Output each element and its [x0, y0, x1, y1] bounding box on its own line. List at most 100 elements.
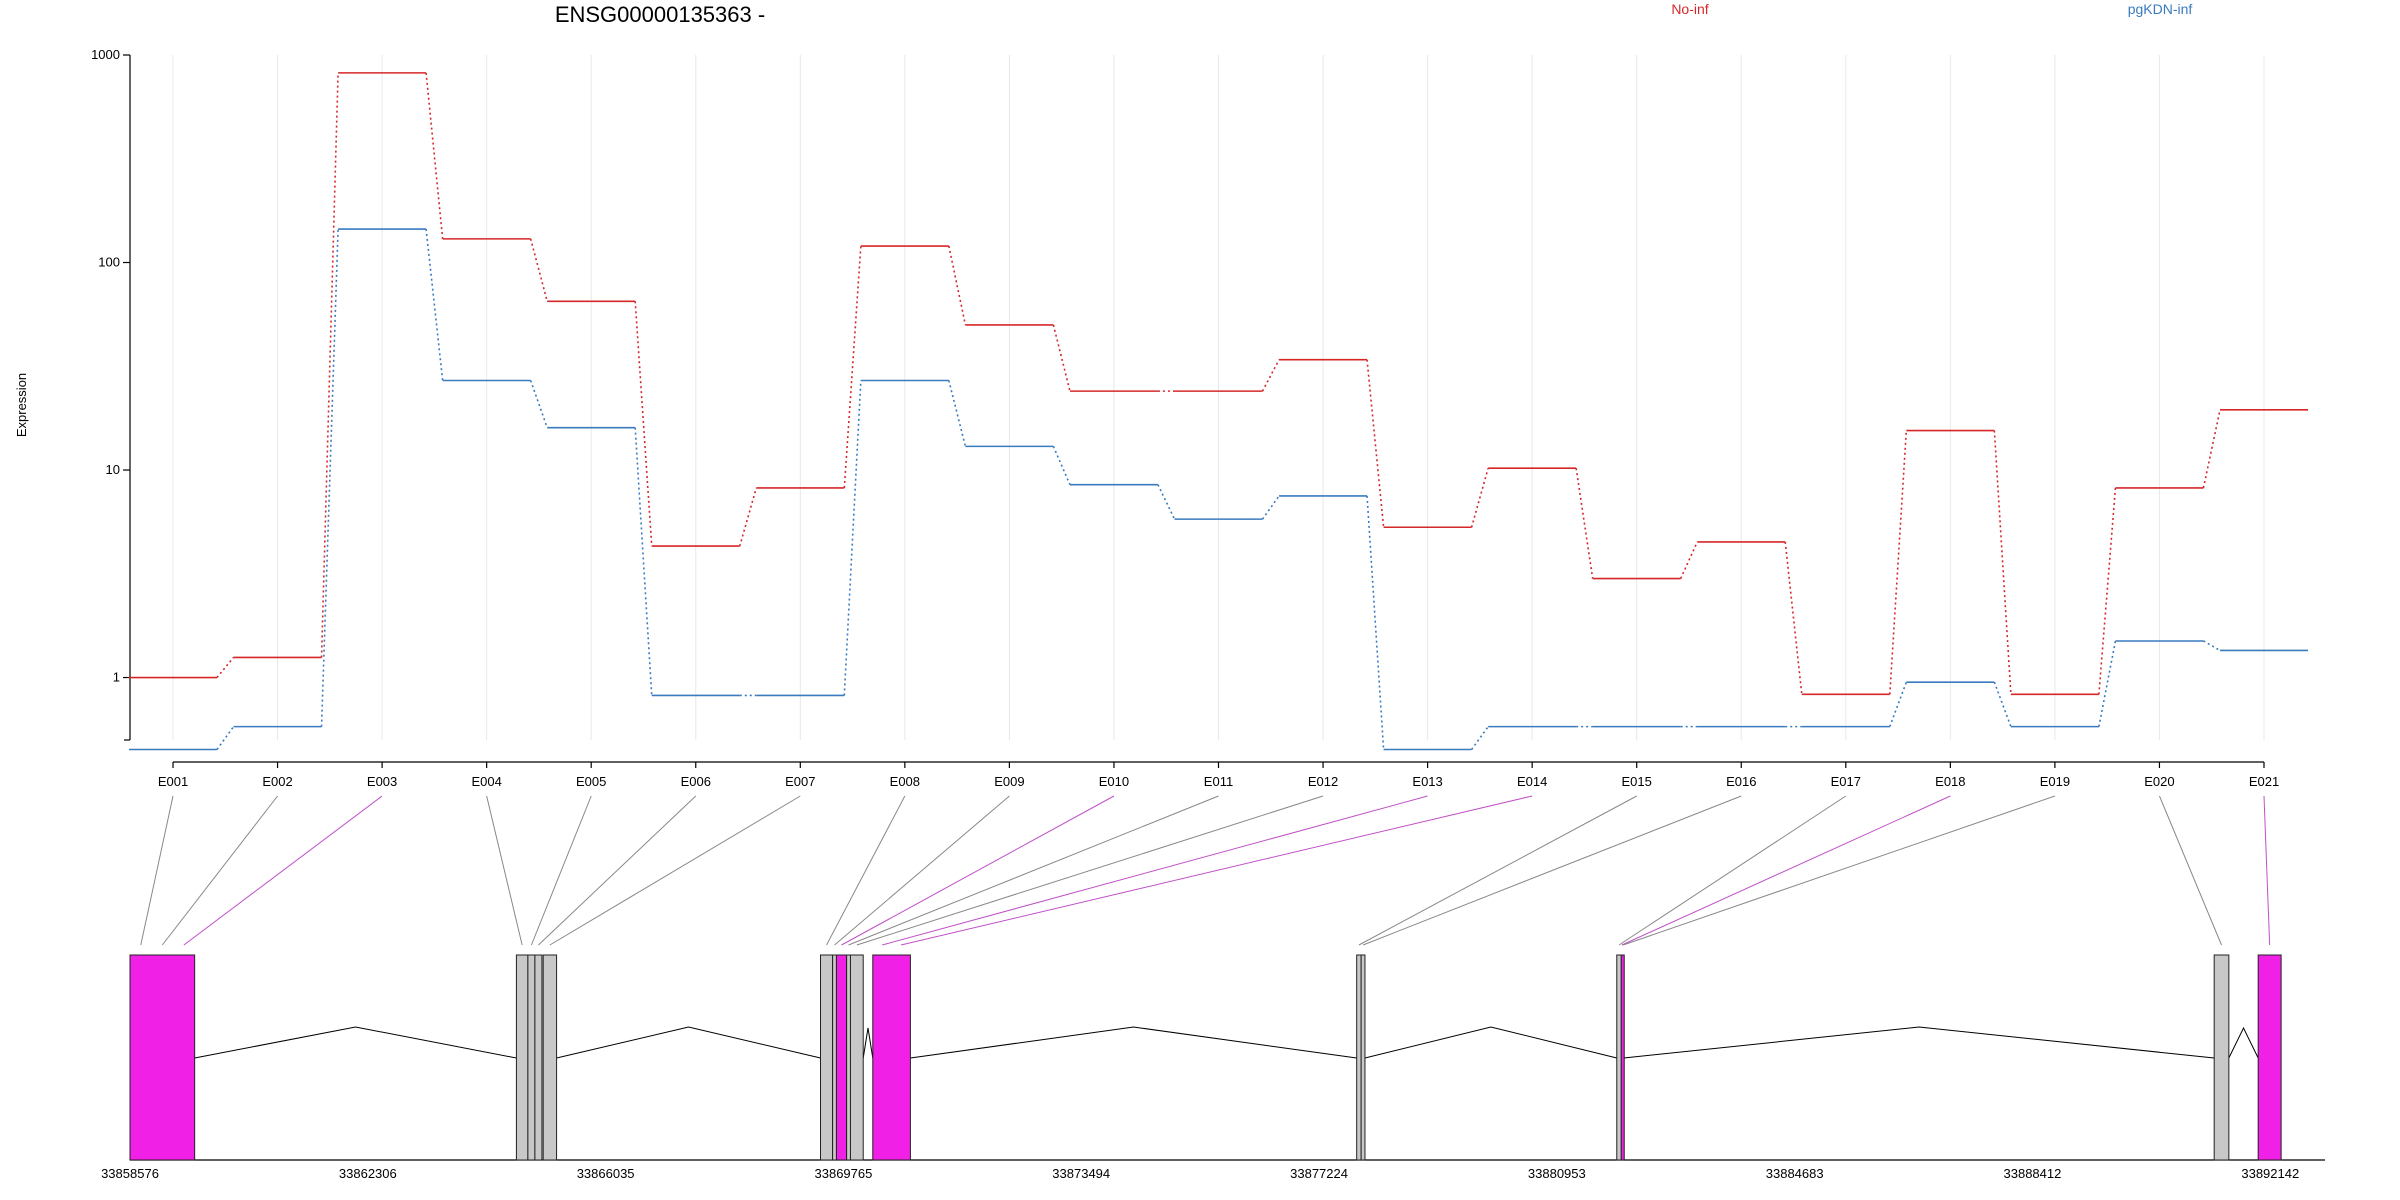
x-tick-label-e017: E017	[1831, 774, 1861, 789]
intron-line	[862, 1027, 874, 1059]
intron-line	[2228, 1026, 2259, 1059]
series-transition	[529, 380, 548, 428]
x-tick-label-e021: E021	[2249, 774, 2279, 789]
x-tick-label-e019: E019	[2040, 774, 2070, 789]
series-transition	[1993, 681, 2012, 727]
genomic-tick-label: 33892142	[2241, 1166, 2299, 1181]
connector-e011	[848, 795, 1219, 946]
legend-label-pgkdn-inf: pgKDN-inf	[2128, 1, 2193, 17]
exon-block-e006	[534, 954, 543, 1161]
x-tick-label-e018: E018	[1935, 774, 1965, 789]
y-axis-label: Expression	[14, 373, 29, 437]
series-transition	[843, 380, 862, 696]
axes: 1 10 100 1000 E001 E002 E003 E004 E005 E006 E007 E0…	[91, 47, 2279, 789]
series-transition	[1157, 484, 1176, 520]
x-tick-label-e002: E002	[262, 774, 292, 789]
x-tick-label-e010: E010	[1099, 774, 1129, 789]
connector-e002	[161, 795, 278, 946]
connector-e016	[1362, 795, 1742, 946]
series-transition	[1784, 541, 1803, 695]
genomic-tick-label: 33880953	[1528, 1166, 1586, 1181]
exon-block-e004	[515, 954, 529, 1161]
intron-line	[910, 1026, 1357, 1059]
exon-block-e008	[819, 954, 834, 1161]
connector-e012	[856, 795, 1324, 946]
x-tick-label-e009: E009	[994, 774, 1024, 789]
connector-e006	[538, 795, 697, 946]
series-transition	[634, 301, 653, 547]
series-transition	[1261, 359, 1280, 392]
series-transition	[1366, 495, 1385, 750]
x-tick-label-e015: E015	[1622, 774, 1652, 789]
series-transition	[1889, 430, 1908, 695]
series-transition	[320, 228, 339, 727]
genomic-tick-label: 33884683	[1766, 1166, 1824, 1181]
exon-block-e009	[832, 954, 837, 1161]
intron-line	[1364, 1026, 1617, 1059]
x-tick-label-e016: E016	[1726, 774, 1756, 789]
x-tick-label-e014: E014	[1517, 774, 1547, 789]
series-transition	[1679, 541, 1698, 579]
genomic-tick-label: 33888412	[2004, 1166, 2062, 1181]
exon-block-e001-e002-e003	[129, 954, 196, 1161]
x-tick-label-e004: E004	[471, 774, 501, 789]
y-tick-label: 1000	[91, 47, 120, 62]
series-transition	[1052, 446, 1071, 485]
series-transition	[2098, 487, 2117, 695]
series-transition	[1052, 324, 1071, 392]
x-tick-label-e006: E006	[681, 774, 711, 789]
series-transition	[948, 245, 967, 326]
connector-e021	[2263, 795, 2271, 946]
connector-e007	[549, 795, 801, 946]
series-transition	[216, 726, 235, 750]
x-tick-label-e011: E011	[1204, 774, 1233, 789]
genomic-tick-label: 33858576	[101, 1166, 159, 1181]
series-transition	[1889, 681, 1908, 727]
series-transition	[320, 72, 339, 658]
x-tick-label-e007: E007	[785, 774, 815, 789]
connector-e013	[882, 795, 1428, 946]
series-transition	[216, 656, 235, 679]
connector-e005	[530, 795, 592, 946]
exon-block-e015	[1356, 954, 1362, 1161]
connector-e008	[826, 795, 906, 946]
series-lines	[129, 72, 2308, 751]
intron-line	[1623, 1026, 2215, 1059]
x-tick-label-e003: E003	[367, 774, 397, 789]
connector-e003	[183, 795, 383, 946]
legend-label-no-inf: No-inf	[1671, 1, 1708, 17]
intron-line	[556, 1026, 821, 1059]
exon-block-e018-e019	[1620, 954, 1625, 1161]
exon-block-e021	[2257, 954, 2282, 1161]
series-transition	[425, 228, 444, 381]
connector-e018	[1621, 795, 1951, 946]
chart-title: ENSG00000135363 -	[555, 2, 765, 27]
exon-block-e011	[846, 954, 851, 1161]
x-tick-label-e005: E005	[576, 774, 606, 789]
series-transition	[2202, 409, 2221, 489]
x-tick-label-e008: E008	[890, 774, 920, 789]
series-transition	[2203, 640, 2221, 652]
connector-e014	[900, 795, 1533, 946]
exon-block-e007	[542, 954, 558, 1161]
series-transition	[1575, 468, 1594, 579]
connector-e001	[140, 795, 174, 946]
grid-lines	[172, 55, 2265, 740]
exon-block-e017	[1616, 954, 1622, 1161]
series-transition	[738, 487, 758, 547]
connector-e004	[486, 795, 523, 946]
x-tick-label-e012: E012	[1308, 774, 1338, 789]
x-tick-label-e020: E020	[2144, 774, 2174, 789]
series-transition	[1470, 468, 1489, 528]
series-transition	[948, 380, 967, 447]
series-transition	[1261, 495, 1280, 520]
exon-block-e016	[1360, 954, 1366, 1161]
series-transition	[1470, 726, 1489, 750]
y-tick-label: 1	[113, 670, 120, 685]
series-transition	[425, 72, 444, 239]
exon-block-e010	[835, 954, 848, 1161]
series-transition	[529, 238, 548, 302]
y-tick-label: 10	[106, 462, 120, 477]
series-pgkdn-inf	[129, 228, 2308, 751]
